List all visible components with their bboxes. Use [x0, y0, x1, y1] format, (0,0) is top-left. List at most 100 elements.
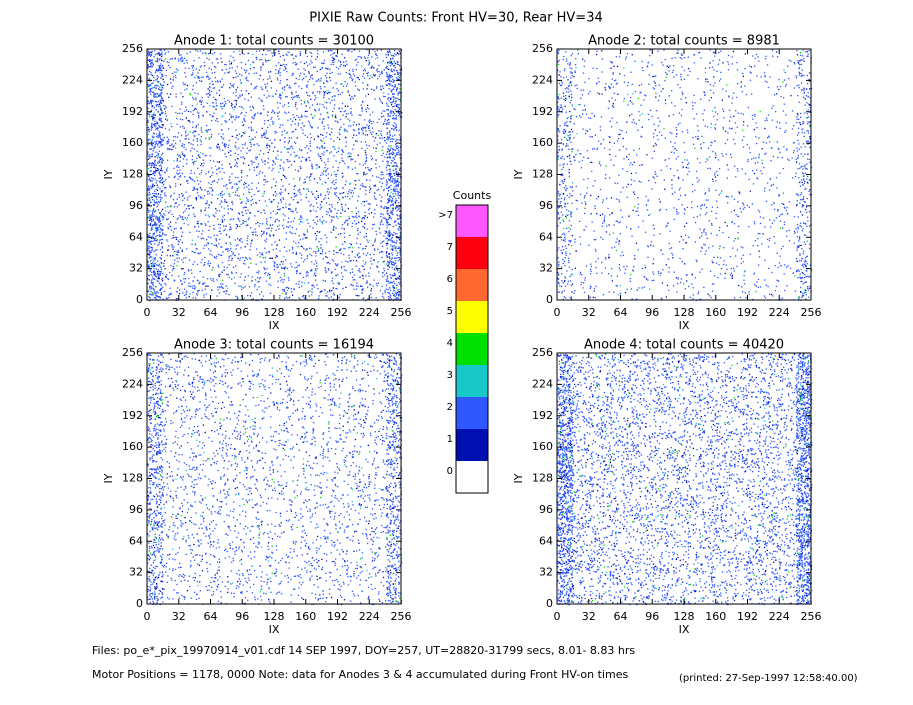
- speckle-dot: [252, 240, 253, 241]
- speckle-dot: [362, 226, 363, 227]
- speckle-dot: [389, 287, 390, 288]
- speckle-dot: [359, 114, 360, 115]
- speckle-dot: [192, 89, 193, 90]
- speckle-dot: [210, 263, 211, 264]
- speckle-dot: [396, 129, 397, 130]
- speckle-dot: [396, 242, 397, 243]
- speckle-dot: [371, 134, 372, 135]
- speckle-dot: [393, 285, 394, 286]
- speckle-dot: [230, 244, 231, 245]
- speckle-dot: [233, 57, 234, 58]
- speckle-dot: [165, 119, 166, 120]
- speckle-dot: [392, 241, 393, 242]
- speckle-dot: [386, 231, 387, 232]
- speckle-dot: [218, 179, 219, 180]
- speckle-dot: [357, 200, 358, 201]
- speckle-dot: [389, 100, 390, 101]
- speckle-dot: [327, 158, 328, 159]
- speckle-dot: [235, 192, 236, 193]
- speckle-dot: [160, 141, 161, 142]
- speckle-dot: [396, 100, 397, 101]
- speckle-dot: [155, 94, 156, 95]
- speckle-dot: [392, 249, 393, 250]
- speckle-dot: [197, 280, 198, 281]
- speckle-dot: [332, 60, 333, 61]
- speckle-dot: [232, 121, 233, 122]
- speckle-dot: [300, 116, 301, 117]
- speckle-dot: [264, 120, 265, 121]
- speckle-dot: [204, 210, 205, 211]
- speckle-dot: [287, 159, 288, 160]
- speckle-dot: [193, 214, 194, 215]
- speckle-dot: [290, 154, 291, 155]
- speckle-dot: [227, 188, 228, 189]
- speckle-dot: [193, 140, 194, 141]
- speckle-dot: [392, 204, 393, 205]
- speckle-dot: [284, 289, 285, 290]
- speckle-dot: [344, 163, 345, 164]
- speckle-dot: [242, 242, 243, 243]
- speckle-dot: [315, 269, 316, 270]
- speckle-dot: [397, 248, 398, 249]
- speckle-dot: [148, 134, 149, 135]
- speckle-dot: [343, 115, 344, 116]
- speckle-dot: [366, 158, 367, 159]
- speckle-dot: [335, 95, 336, 96]
- speckle-dot: [396, 188, 397, 189]
- speckle-dot: [345, 106, 346, 107]
- speckle-dot: [172, 73, 173, 74]
- speckle-dot: [390, 295, 391, 296]
- speckle-dot: [386, 76, 387, 77]
- speckle-dot: [352, 159, 353, 160]
- speckle-dot: [160, 220, 161, 221]
- speckle-dot: [328, 262, 329, 263]
- speckle-dot: [148, 291, 149, 292]
- speckle-dot: [367, 229, 368, 230]
- speckle-dot: [153, 150, 154, 151]
- speckle-dot: [288, 218, 289, 219]
- speckle-dot: [241, 273, 242, 274]
- page-title: PIXIE Raw Counts: Front HV=30, Rear HV=3…: [309, 11, 603, 26]
- speckle-dot: [160, 138, 161, 139]
- speckle-dot: [220, 200, 221, 201]
- speckle-dot: [148, 296, 149, 297]
- speckle-dot: [387, 151, 388, 152]
- speckle-dot: [197, 192, 198, 193]
- speckle-dot: [314, 273, 315, 274]
- speckle-dot: [366, 111, 367, 112]
- speckle-dot: [399, 283, 400, 284]
- speckle-dot: [386, 103, 387, 104]
- speckle-dot: [256, 59, 257, 60]
- speckle-dot: [158, 296, 159, 297]
- speckle-dot: [256, 167, 257, 168]
- speckle-dot: [295, 169, 296, 170]
- speckle-dot: [383, 153, 384, 154]
- speckle-dot: [218, 243, 219, 244]
- speckle-dot: [148, 176, 149, 177]
- speckle-dot: [359, 90, 360, 91]
- speckle-dot: [276, 245, 277, 246]
- speckle-dot: [206, 111, 207, 112]
- speckle-dot: [161, 92, 162, 93]
- speckle-dot: [212, 194, 213, 195]
- speckle-dot: [273, 194, 274, 195]
- speckle-dot: [183, 212, 184, 213]
- speckle-dot: [332, 57, 333, 58]
- speckle-dot: [368, 203, 369, 204]
- speckle-dot: [222, 197, 223, 198]
- speckle-dot: [209, 187, 210, 188]
- speckle-dot: [282, 289, 283, 290]
- speckle-dot: [358, 216, 359, 217]
- speckle-dot: [219, 147, 220, 148]
- speckle-dot: [391, 282, 392, 283]
- speckle-dot: [346, 142, 347, 143]
- speckle-dot: [222, 216, 223, 217]
- speckle-dot: [394, 105, 395, 106]
- speckle-dot: [207, 242, 208, 243]
- speckle-dot: [264, 240, 265, 241]
- speckle-dot: [241, 90, 242, 91]
- speckle-dot: [278, 228, 279, 229]
- speckle-dot: [347, 166, 348, 167]
- speckle-dot: [159, 242, 160, 243]
- speckle-dot: [166, 239, 167, 240]
